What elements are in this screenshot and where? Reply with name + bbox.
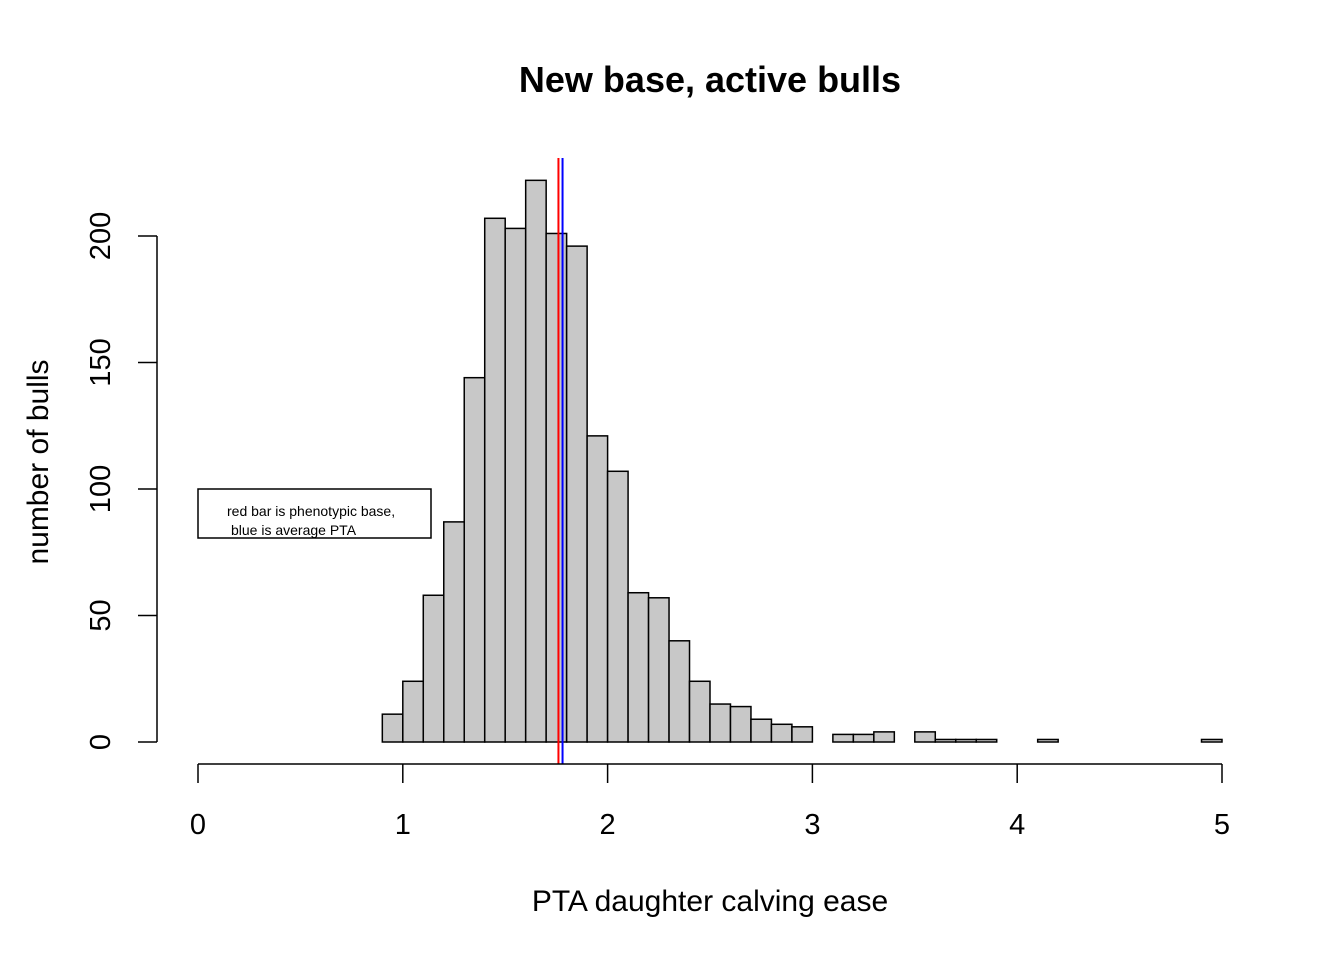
- histogram-bar: [606, 470, 629, 743]
- histogram-bar: [463, 376, 486, 743]
- histogram-bar: [914, 731, 937, 743]
- histogram-bar: [402, 680, 425, 743]
- x-tick-label: 0: [190, 809, 206, 841]
- histogram-bar: [422, 594, 445, 743]
- histogram-bar: [483, 217, 506, 743]
- y-tick-label: 150: [85, 338, 117, 386]
- histogram-bar: [504, 227, 527, 743]
- y-tick-label: 50: [85, 599, 117, 631]
- y-axis-label: number of bulls: [22, 359, 55, 564]
- y-axis: 0 50 100 150 200: [85, 212, 158, 750]
- reference-lines: [557, 158, 564, 764]
- histogram-bar: [647, 597, 670, 743]
- chart-title: New base, active bulls: [519, 59, 901, 100]
- histogram-bar: [524, 179, 547, 743]
- histogram-bars: [381, 179, 1223, 743]
- histogram-bar: [627, 591, 650, 743]
- histogram-bar: [688, 680, 711, 743]
- histogram-bar: [709, 703, 732, 743]
- histogram-bar: [975, 738, 998, 743]
- histogram-bar: [668, 640, 691, 743]
- histogram-bar: [832, 733, 855, 743]
- histogram-bar: [934, 738, 957, 743]
- x-tick-label: 1: [395, 809, 411, 841]
- y-tick-label: 100: [85, 465, 117, 513]
- x-tick-label: 2: [600, 809, 616, 841]
- histogram-bar: [852, 733, 875, 743]
- x-tick-label: 3: [804, 809, 820, 841]
- histogram-bar: [443, 521, 465, 743]
- histogram-bar: [955, 738, 977, 743]
- histogram-bar: [381, 713, 404, 743]
- x-tick-label: 5: [1214, 809, 1230, 841]
- histogram-bar: [1036, 738, 1059, 743]
- histogram-bar: [586, 435, 609, 743]
- x-tick-label: 4: [1009, 809, 1025, 841]
- y-tick-label: 0: [85, 734, 117, 750]
- histogram-bar: [565, 245, 588, 743]
- histogram-bar: [791, 726, 814, 743]
- histogram-bar: [770, 723, 793, 743]
- x-axis: 0 1 2 3 4 5: [190, 763, 1230, 841]
- legend-line-2: blue is average PTA: [231, 522, 357, 538]
- legend-box: [197, 488, 432, 539]
- histogram-bar: [750, 718, 773, 743]
- x-axis-label: PTA daughter calving ease: [532, 885, 888, 918]
- legend-line-1: red bar is phenotypic base,: [227, 503, 395, 519]
- y-tick-label: 200: [85, 212, 117, 260]
- legend: red bar is phenotypic base, blue is aver…: [197, 488, 432, 539]
- histogram-bar: [1200, 738, 1223, 743]
- histogram-bar: [873, 731, 896, 743]
- histogram-bar: [545, 232, 568, 743]
- histogram-bar: [729, 705, 752, 743]
